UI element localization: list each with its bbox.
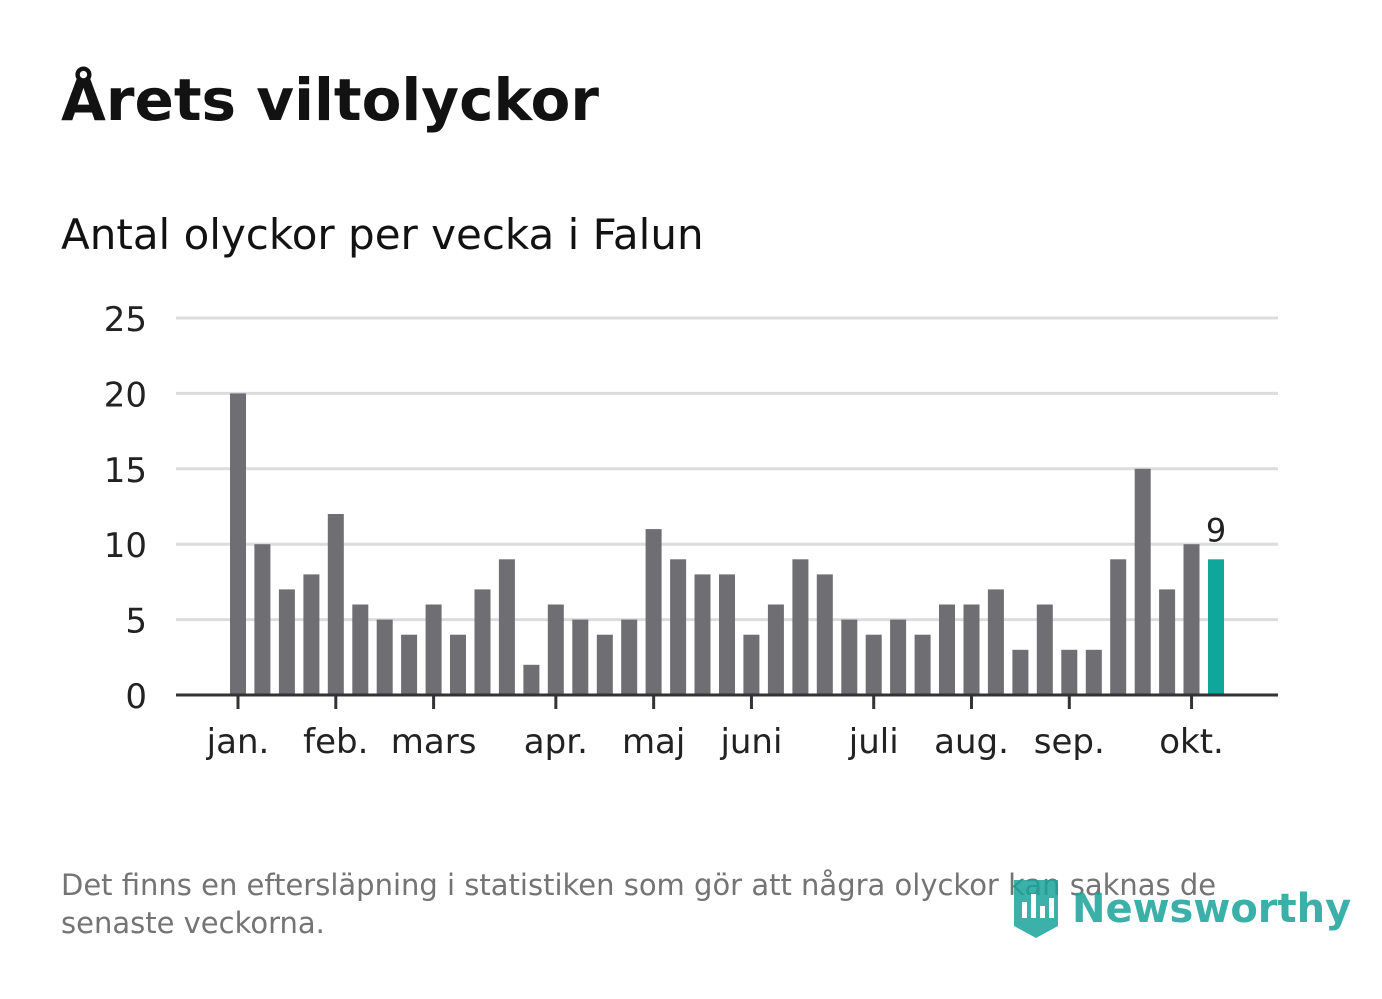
bar <box>278 589 295 695</box>
x-tick-label: okt. <box>1159 722 1224 762</box>
bar <box>401 634 418 695</box>
bar <box>816 574 833 695</box>
bar <box>303 574 320 695</box>
x-tick-label: feb. <box>303 722 368 762</box>
bar <box>890 619 907 695</box>
bar <box>572 619 589 695</box>
bar <box>327 514 344 695</box>
y-tick-label: 5 <box>125 602 147 642</box>
y-tick-label: 10 <box>104 526 147 566</box>
chart-title: Årets viltolyckor <box>61 66 599 134</box>
bar <box>719 574 735 695</box>
bar <box>670 559 687 695</box>
bar <box>865 634 882 695</box>
bar <box>596 634 613 695</box>
x-tick-label: juni <box>719 722 782 762</box>
bar <box>621 619 638 695</box>
bar <box>743 634 760 695</box>
labels: 0 5 10 15 20 25 9 jan. feb. mars apr. maj juni juli au… <box>104 300 1226 762</box>
bar <box>1061 649 1078 695</box>
bar <box>1110 559 1127 695</box>
y-tick-label: 25 <box>104 300 147 340</box>
bar <box>914 634 931 695</box>
x-tick-label: jan. <box>206 722 270 762</box>
y-tick-label: 15 <box>104 451 147 491</box>
bar <box>498 559 515 695</box>
bar <box>523 664 540 695</box>
x-axis <box>176 693 1278 709</box>
bar <box>1134 468 1151 695</box>
bar <box>767 604 784 695</box>
bar <box>939 604 955 695</box>
bar <box>450 634 466 695</box>
newsworthy-icon <box>1014 880 1058 938</box>
bar <box>547 604 564 695</box>
highlight-value-label: 9 <box>1206 511 1226 549</box>
x-tick-label: maj <box>622 722 685 762</box>
y-tick-label: 0 <box>125 677 147 717</box>
bar <box>987 589 1004 695</box>
bar <box>474 589 491 695</box>
x-tick-label: aug. <box>934 722 1009 762</box>
bar-highlight <box>1208 559 1224 695</box>
logo-text: Newsworthy <box>1072 886 1352 932</box>
bar <box>352 604 369 695</box>
x-tick-label: sep. <box>1034 722 1105 762</box>
bar <box>230 393 246 695</box>
bar <box>1012 649 1029 695</box>
bar <box>425 604 442 695</box>
bars <box>230 393 1224 695</box>
bar-chart: 0 5 10 15 20 25 9 jan. feb. mars apr. maj juni juli au… <box>104 300 1278 762</box>
newsworthy-logo: Newsworthy <box>1010 876 1351 942</box>
bar <box>1159 589 1176 695</box>
x-tick-label: mars <box>391 722 477 762</box>
bar <box>645 529 662 695</box>
bar <box>694 574 711 695</box>
bar <box>1036 604 1053 695</box>
chart-subtitle: Antal olyckor per vecka i Falun <box>61 210 704 259</box>
bar <box>792 559 809 695</box>
x-tick-label: apr. <box>524 722 588 762</box>
bar <box>963 604 980 695</box>
bar <box>1183 544 1200 695</box>
y-tick-label: 20 <box>104 375 147 415</box>
bar <box>254 544 271 695</box>
x-tick-label: juli <box>848 722 899 762</box>
bar <box>1085 649 1102 695</box>
bar <box>376 619 393 695</box>
bar <box>841 619 858 695</box>
